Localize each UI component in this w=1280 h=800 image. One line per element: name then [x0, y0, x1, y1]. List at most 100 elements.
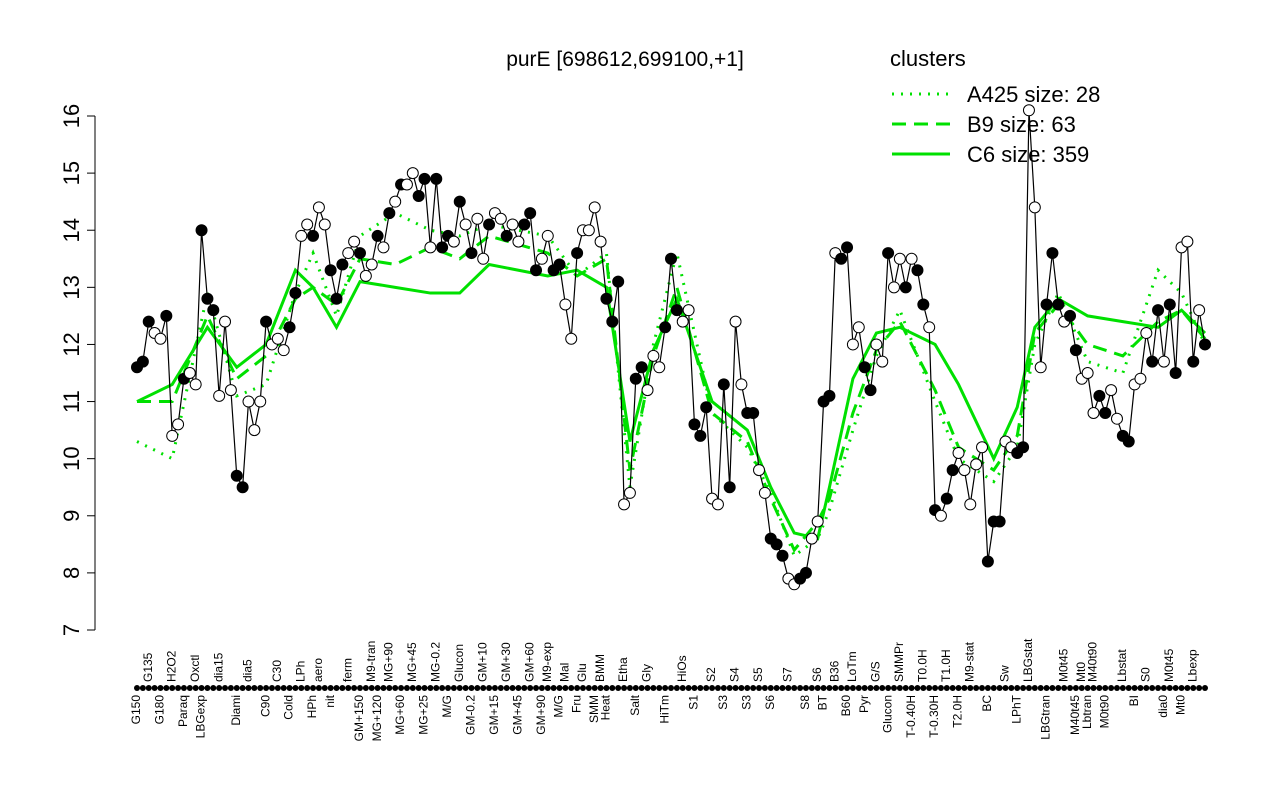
x-tick-label: Mt0: [1074, 662, 1088, 682]
x-tick-label: MG+60: [393, 695, 407, 735]
data-point: [946, 464, 959, 477]
x-tick: [468, 685, 475, 691]
x-tick: [245, 685, 252, 691]
x-tick: [802, 685, 809, 691]
data-point: [1134, 372, 1147, 385]
x-tick: [456, 685, 463, 691]
x-tick: [902, 685, 909, 691]
x-tick: [427, 685, 434, 691]
data-point: [846, 338, 859, 351]
x-tick: [650, 685, 657, 691]
data-point: [917, 298, 930, 311]
x-tick: [210, 685, 217, 691]
data-point: [1093, 389, 1106, 402]
x-tick: [609, 685, 616, 691]
x-tick: [714, 685, 721, 691]
x-tick-label: GM+60: [522, 642, 536, 682]
x-tick: [1043, 685, 1050, 691]
x-tick-label: Sw: [998, 665, 1012, 682]
x-tick-label: C30: [270, 660, 284, 682]
data-point: [753, 464, 766, 477]
data-point: [665, 252, 677, 265]
x-tick-label: MG+90: [382, 642, 396, 682]
x-tick: [1078, 685, 1085, 691]
x-tick: [1031, 685, 1038, 691]
x-tick-label: HPh: [305, 695, 319, 718]
x-tick: [808, 685, 815, 691]
data-point: [864, 384, 877, 397]
data-point: [201, 292, 214, 305]
x-tick: [134, 685, 140, 691]
x-tick: [151, 685, 158, 691]
data-point: [700, 401, 713, 414]
x-tick: [1002, 685, 1009, 691]
data-point: [1187, 355, 1200, 368]
x-tick: [1072, 685, 1079, 691]
x-tick: [844, 685, 851, 691]
data-point: [524, 207, 537, 220]
data-point: [993, 515, 1006, 528]
x-tick: [1172, 685, 1179, 691]
x-tick: [1061, 685, 1068, 691]
data-point: [348, 235, 361, 248]
x-tick: [239, 685, 246, 691]
x-tick: [685, 685, 692, 691]
x-tick: [750, 685, 757, 691]
x-tick-label: M40t45: [1068, 695, 1082, 735]
x-tick: [668, 685, 674, 691]
data-point: [1081, 367, 1094, 379]
x-tick-label: MG-0.2: [428, 642, 442, 682]
data-point: [870, 338, 883, 351]
x-tick: [175, 685, 182, 691]
x-tick-label: G150: [129, 695, 143, 725]
data-point: [389, 195, 402, 208]
x-tick-label: ferm: [340, 658, 354, 682]
x-tick: [996, 685, 1003, 691]
x-tick: [926, 685, 933, 691]
x-tick: [1160, 685, 1167, 691]
data-point: [494, 212, 507, 225]
legend-label: B9 size: 63: [967, 112, 1076, 137]
x-tick: [433, 685, 440, 691]
data-point: [506, 218, 519, 231]
data-point: [195, 224, 208, 237]
x-tick: [785, 685, 792, 691]
x-tick-label: S8: [798, 695, 812, 710]
x-tick: [826, 685, 833, 691]
data-point: [952, 446, 965, 459]
x-tick: [691, 685, 698, 691]
x-tick: [1149, 685, 1156, 691]
data-point: [436, 241, 449, 254]
y-tick-label: 9: [59, 510, 84, 522]
data-point: [835, 252, 848, 265]
x-tick-label: T2.0H: [951, 695, 965, 728]
x-tick-label: T-0.40H: [904, 695, 918, 738]
x-tick: [767, 685, 774, 691]
data-point: [377, 241, 390, 254]
x-tick: [591, 685, 598, 691]
x-tick-label: Glu: [575, 663, 589, 682]
data-point: [406, 167, 419, 180]
x-tick-label: GM+30: [499, 642, 513, 682]
x-tick: [257, 685, 264, 691]
data-point: [1181, 235, 1194, 248]
data-point: [283, 321, 296, 334]
data-point: [1152, 304, 1165, 317]
cluster-line: [136, 262, 1207, 541]
x-tick: [756, 685, 763, 691]
x-tick: [204, 685, 211, 691]
data-point: [553, 258, 566, 271]
data-point: [747, 406, 760, 419]
x-tick: [556, 685, 563, 691]
x-tick-label: S2: [704, 667, 718, 682]
data-point: [183, 367, 196, 379]
x-tick-label: GM+10: [475, 642, 489, 682]
data-point: [559, 298, 572, 311]
x-tick: [1184, 685, 1191, 691]
x-tick: [550, 685, 557, 691]
x-tick: [873, 685, 880, 691]
x-tick: [791, 685, 798, 691]
x-tick: [321, 685, 328, 691]
data-point: [142, 315, 155, 328]
